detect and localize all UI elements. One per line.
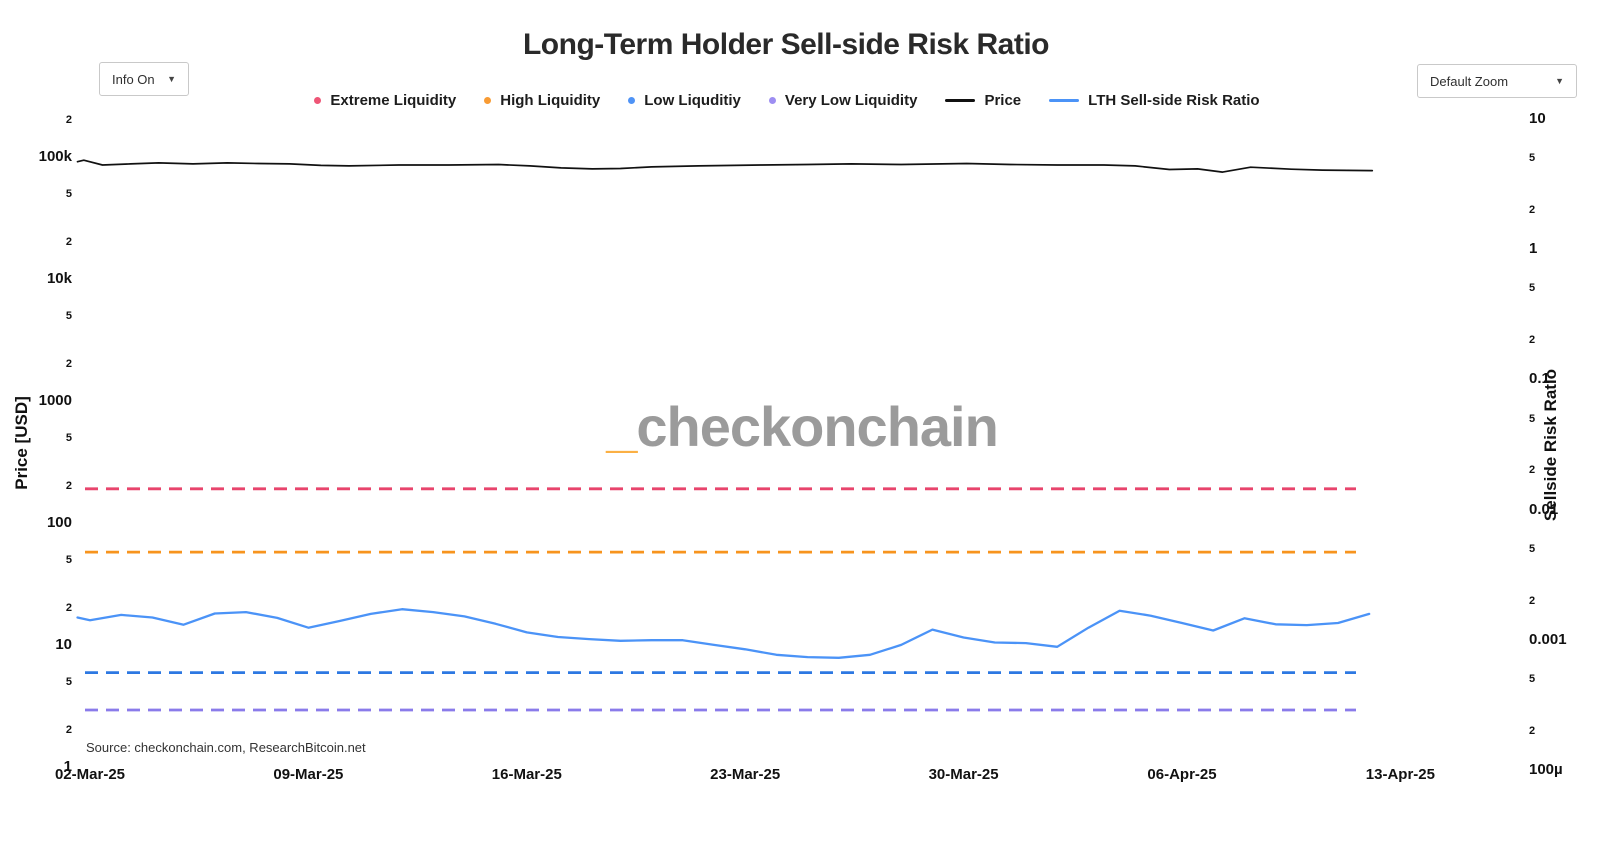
right-axis-title: Sellside Risk Ratio (1541, 368, 1560, 522)
x-axis-tick: 06-Apr-25 (1147, 766, 1217, 783)
left-axis-tick: 2 (65, 480, 72, 493)
legend-item-low-liquditiy[interactable]: Low Liquditiy (628, 92, 741, 109)
right-axis-tick: 5 (1529, 672, 1536, 685)
left-axis-tick: 10k (46, 270, 72, 287)
price-line (76, 159, 1374, 173)
info-dropdown[interactable]: Info On ▼ (99, 62, 189, 96)
left-axis-tick: 100k (38, 148, 72, 165)
legend-dot-icon (768, 97, 776, 104)
default-zoom-dropdown[interactable]: Default Zoom ▼ (1417, 64, 1577, 98)
x-axis-tick: 02-Mar-25 (54, 766, 126, 783)
right-axis-tick: 1 (1529, 240, 1538, 258)
legend-label: Low Liquditiy (644, 92, 741, 109)
x-axis-tick: 23-Mar-25 (710, 766, 781, 783)
left-axis-tick: 2 (65, 358, 72, 371)
legend-label: Very Low Liquidity (784, 92, 918, 109)
left-axis-tick: 1 (63, 758, 72, 775)
legend-item-price[interactable]: Price (945, 92, 1021, 109)
left-axis-tick: 5 (65, 431, 72, 444)
right-axis-tick: 0.001 (1529, 630, 1567, 648)
right-axis-tick: 10 (1529, 110, 1546, 127)
legend-item-very-low-liquidity[interactable]: Very Low Liquidity (768, 92, 918, 109)
left-axis-tick: 100 (46, 514, 72, 531)
right-axis-tick: 2 (1529, 594, 1536, 607)
chevron-down-icon: ▼ (1555, 76, 1564, 86)
legend-item-high-liquidity[interactable]: High Liquidity (484, 92, 600, 109)
x-axis-tick: 09-Mar-25 (273, 766, 344, 783)
legend-item-extreme-liquidity[interactable]: Extreme Liquidity (314, 92, 456, 109)
legend-label: High Liquidity (500, 92, 601, 109)
legend-dot-icon (484, 97, 492, 104)
watermark-text: checkonchain (636, 395, 998, 458)
legend-item-lth-sell-side-risk-ratio[interactable]: LTH Sell-side Risk Ratio (1049, 92, 1260, 109)
left-axis-tick: 2 (65, 114, 72, 127)
left-axis-tick: 10 (55, 636, 72, 653)
left-axis-tick: 5 (65, 187, 72, 200)
right-axis-tick: 2 (1529, 464, 1536, 477)
right-axis-tick: 5 (1529, 152, 1536, 165)
watermark-underscore: _ (606, 395, 637, 458)
right-axis-tick: 0.1 (1529, 370, 1550, 388)
left-axis-tick: 5 (65, 309, 72, 322)
page-title: Long-Term Holder Sell-side Risk Ratio (522, 28, 1050, 61)
left-axis-tick: 5 (65, 553, 72, 566)
right-axis-tick: 2 (1529, 334, 1536, 347)
legend-label: Extreme Liquidity (330, 92, 457, 109)
legend: Extreme Liquidity High Liquidity Low Liqud… (0, 92, 1574, 109)
right-axis-tick: 5 (1529, 282, 1536, 295)
legend-dot-icon (628, 97, 636, 104)
right-axis-tick: 5 (1529, 542, 1536, 555)
chevron-down-icon: ▼ (167, 74, 176, 84)
right-axis-tick: 2 (1529, 204, 1536, 216)
legend-label: LTH Sell-side Risk Ratio (1088, 92, 1260, 109)
left-axis-tick: 1000 (38, 392, 72, 409)
left-axis-tick: 2 (65, 602, 72, 615)
right-axis-tick: 0.01 (1529, 500, 1559, 518)
legend-label: Price (984, 92, 1022, 109)
legend-line-icon (945, 99, 976, 102)
info-dropdown-label: Info On (112, 71, 155, 87)
left-axis-tick: 5 (65, 675, 72, 688)
lth-sellside-risk-ratio-line (76, 608, 1371, 659)
left-axis-tick: 2 (65, 236, 72, 249)
default-zoom-dropdown-label: Default Zoom (1430, 73, 1509, 89)
source-note: Source: checkonchain.com, ResearchBitcoi… (86, 740, 366, 755)
legend-dot-icon (314, 97, 322, 104)
watermark: _checkonchain (606, 394, 999, 459)
x-axis-tick: 30-Mar-25 (928, 766, 999, 783)
right-axis-tick: 100µ (1529, 761, 1563, 778)
x-axis-tick: 13-Apr-25 (1365, 766, 1435, 783)
left-axis-tick: 2 (65, 724, 72, 737)
legend-line-icon (1049, 99, 1080, 102)
right-axis-tick: 2 (1529, 724, 1536, 737)
x-axis-tick: 16-Mar-25 (491, 766, 562, 783)
right-axis-tick: 5 (1529, 412, 1536, 425)
